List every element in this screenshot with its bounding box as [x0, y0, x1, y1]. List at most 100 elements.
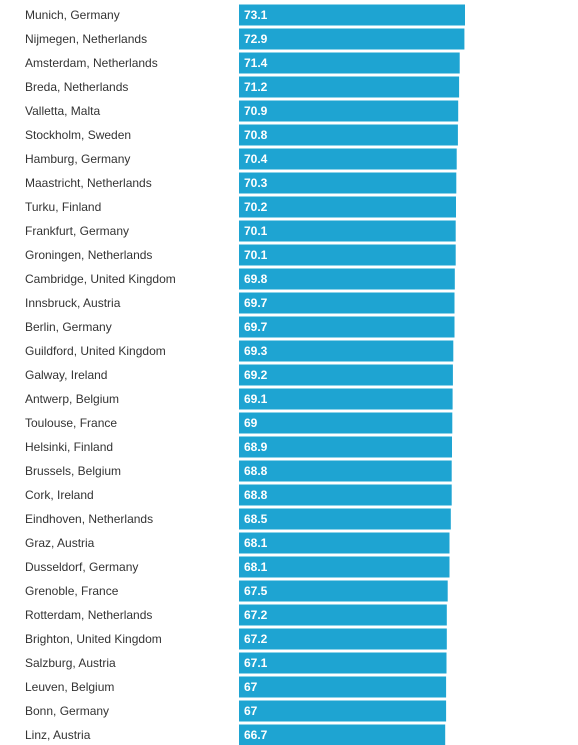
bar-row: Innsbruck, Austria 69.7 [25, 292, 455, 314]
category-label: Munich, Germany [25, 8, 120, 22]
bar-row: Cork, Ireland 68.8 [25, 484, 452, 506]
category-label: Galway, Ireland [25, 368, 107, 382]
value-label: 67 [244, 680, 258, 694]
bar-row: Linz, Austria 66.7 [25, 724, 446, 745]
bar [239, 268, 455, 290]
value-label: 69 [244, 416, 258, 430]
bar-row: Toulouse, France 69 [25, 412, 453, 434]
value-label: 69.8 [244, 272, 268, 286]
bar [239, 532, 450, 554]
bar-row: Graz, Austria 68.1 [25, 532, 450, 554]
value-label: 68.9 [244, 440, 268, 454]
value-label: 70.9 [244, 104, 268, 118]
bar-row: Dusseldorf, Germany 68.1 [25, 556, 450, 578]
value-label: 68.8 [244, 464, 268, 478]
bar [239, 52, 460, 74]
category-label: Berlin, Germany [25, 320, 112, 334]
category-label: Nijmegen, Netherlands [25, 32, 147, 46]
bar-row: Eindhoven, Netherlands 68.5 [25, 508, 451, 530]
bar [239, 124, 458, 146]
bar [239, 724, 446, 745]
category-label: Turku, Finland [25, 200, 101, 214]
category-label: Graz, Austria [25, 536, 95, 550]
bar-row: Munich, Germany 73.1 [25, 4, 465, 26]
value-label: 71.2 [244, 80, 268, 94]
bar [239, 292, 455, 314]
category-label: Toulouse, France [25, 416, 117, 430]
value-label: 69.3 [244, 344, 268, 358]
category-label: Linz, Austria [25, 728, 91, 742]
bar-row: Groningen, Netherlands 70.1 [25, 244, 456, 266]
bar-row: Guildford, United Kingdom 69.3 [25, 340, 454, 362]
value-label: 71.4 [244, 56, 268, 70]
bar [239, 460, 452, 482]
bar-row: Amsterdam, Netherlands 71.4 [25, 52, 460, 74]
bar [239, 676, 447, 698]
value-label: 68.1 [244, 560, 268, 574]
value-label: 69.7 [244, 296, 268, 310]
bar-row: Brussels, Belgium 68.8 [25, 460, 452, 482]
category-label: Groningen, Netherlands [25, 248, 152, 262]
bar-row: Leuven, Belgium 67 [25, 676, 447, 698]
bar [239, 484, 452, 506]
bar [239, 100, 459, 122]
category-label: Brussels, Belgium [25, 464, 121, 478]
bar [239, 412, 453, 434]
bar [239, 340, 454, 362]
category-label: Cork, Ireland [25, 488, 94, 502]
bar [239, 364, 453, 386]
value-label: 70.1 [244, 248, 268, 262]
value-label: 68.1 [244, 536, 268, 550]
category-label: Valletta, Malta [25, 104, 100, 118]
value-label: 70.3 [244, 176, 268, 190]
value-label: 67 [244, 704, 258, 718]
bar [239, 220, 456, 242]
category-label: Breda, Netherlands [25, 80, 128, 94]
bar-row: Stockholm, Sweden 70.8 [25, 124, 458, 146]
value-label: 70.2 [244, 200, 268, 214]
bar-row: Salzburg, Austria 67.1 [25, 652, 447, 674]
bar [239, 148, 457, 170]
bar-row: Helsinki, Finland 68.9 [25, 436, 452, 458]
bar-row: Breda, Netherlands 71.2 [25, 76, 460, 98]
value-label: 67.2 [244, 608, 268, 622]
bar [239, 652, 447, 674]
bar-row: Hamburg, Germany 70.4 [25, 148, 457, 170]
bar-row: Antwerp, Belgium 69.1 [25, 388, 453, 410]
bar [239, 196, 456, 218]
bar-row: Rotterdam, Netherlands 67.2 [25, 604, 447, 626]
bar [239, 388, 453, 410]
category-label: Stockholm, Sweden [25, 128, 131, 142]
value-label: 70.4 [244, 152, 268, 166]
bar [239, 700, 447, 722]
value-label: 70.8 [244, 128, 268, 142]
bar [239, 172, 457, 194]
bar [239, 628, 447, 650]
bar [239, 436, 452, 458]
bar [239, 4, 465, 26]
bar-row: Frankfurt, Germany 70.1 [25, 220, 456, 242]
category-label: Grenoble, France [25, 584, 119, 598]
bar-row: Berlin, Germany 69.7 [25, 316, 455, 338]
value-label: 69.1 [244, 392, 268, 406]
bar-row: Maastricht, Netherlands 70.3 [25, 172, 457, 194]
bar [239, 556, 450, 578]
bar-row: Valletta, Malta 70.9 [25, 100, 459, 122]
category-label: Amsterdam, Netherlands [25, 56, 158, 70]
bar [239, 316, 455, 338]
value-label: 69.2 [244, 368, 268, 382]
category-label: Dusseldorf, Germany [25, 560, 138, 574]
bar [239, 580, 448, 602]
value-label: 69.7 [244, 320, 268, 334]
value-label: 68.5 [244, 512, 268, 526]
category-label: Eindhoven, Netherlands [25, 512, 153, 526]
category-label: Brighton, United Kingdom [25, 632, 162, 646]
category-label: Bonn, Germany [25, 704, 109, 718]
value-label: 67.5 [244, 584, 268, 598]
bar-row: Turku, Finland 70.2 [25, 196, 456, 218]
bar [239, 508, 451, 530]
category-label: Leuven, Belgium [25, 680, 114, 694]
bar-row: Galway, Ireland 69.2 [25, 364, 453, 386]
